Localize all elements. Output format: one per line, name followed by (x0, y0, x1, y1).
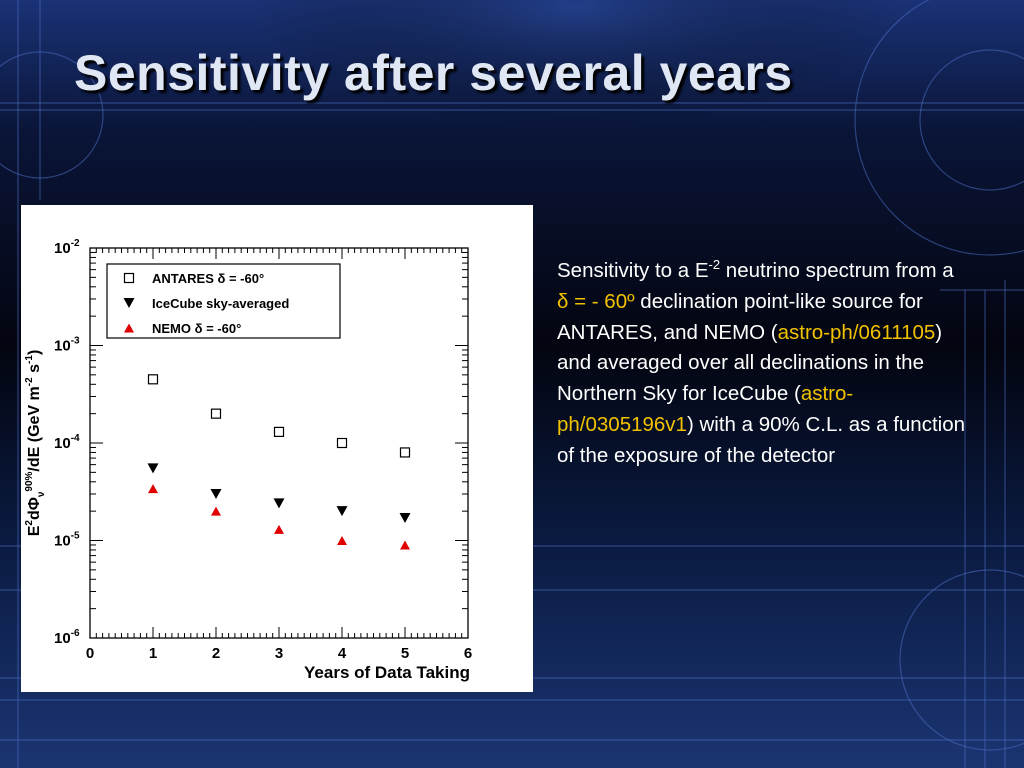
y-axis-label: E2dΦν90%/dE (GeV m-2 s-1) (24, 350, 47, 537)
legend-marker (123, 298, 135, 308)
description-text: Sensitivity to a E-2 neutrino spectrum f… (557, 256, 967, 472)
data-point (273, 498, 285, 509)
data-point (211, 506, 221, 516)
data-point (210, 408, 222, 419)
data-point (147, 463, 159, 474)
legend: ANTARES δ = -60° IceCube sky-averaged NEMO… (106, 263, 341, 339)
data-point (399, 447, 411, 458)
desc-part-8: ) with a 90% C.L. as a function of the e… (557, 412, 965, 467)
y-tick-label: 10-3 (54, 336, 80, 355)
y-tick-label: 10-5 (54, 531, 80, 550)
desc-part-4: declination point-like source for ANTARE… (557, 289, 923, 344)
data-point (274, 524, 284, 534)
legend-entry: IceCube sky-averaged (152, 296, 289, 311)
x-tick-label: 6 (464, 645, 472, 662)
series-2 (148, 484, 410, 550)
series-1 (147, 463, 411, 524)
legend-marker (123, 272, 135, 284)
y-tick-label: 10-2 (54, 238, 80, 257)
data-point (337, 536, 347, 545)
x-tick-label: 3 (275, 645, 283, 662)
legend-marker (124, 323, 134, 333)
x-tick-label: 1 (149, 645, 157, 662)
y-tick-label: 10-6 (54, 628, 80, 647)
legend-entry: NEMO δ = -60° (152, 321, 241, 336)
desc-part-1: Sensitivity to a E (557, 259, 709, 282)
x-tick-label: 2 (212, 645, 220, 662)
x-axis-label: Years of Data Taking (304, 663, 470, 682)
desc-part-6: ) and averaged over all declinations in … (557, 320, 943, 406)
y-tick-label: 10-4 (54, 433, 80, 452)
desc-ref-antares: astro-ph/0611105 (777, 320, 936, 344)
desc-part-2: neutrino spectrum from a (720, 259, 954, 282)
x-tick-label: 4 (338, 645, 347, 662)
chart-panel: 0 1 2 3 4 5 6 10-2 10-3 10-4 10-5 10-6 Years of Data… (21, 205, 533, 692)
data-point (400, 540, 410, 550)
data-point (147, 374, 159, 385)
series-0 (147, 374, 411, 458)
slide-title: Sensitivity after several years (74, 45, 793, 101)
sensitivity-chart: 0 1 2 3 4 5 6 10-2 10-3 10-4 10-5 10-6 Years of Data… (24, 238, 472, 682)
x-tick-label: 0 (86, 645, 94, 662)
desc-ref-icecube: astro-ph/0305196v1 (557, 382, 854, 436)
data-point (210, 488, 222, 499)
data-point (336, 506, 348, 517)
data-point (273, 426, 285, 437)
x-tick-label: 5 (401, 645, 409, 662)
data-point (336, 437, 348, 449)
desc-declination: δ = - 60º (557, 289, 635, 313)
data-point (148, 484, 158, 494)
data-point (399, 513, 411, 524)
legend-entry: ANTARES δ = -60° (152, 271, 264, 286)
desc-exponent: -2 (708, 257, 721, 273)
legend-box (106, 263, 341, 339)
